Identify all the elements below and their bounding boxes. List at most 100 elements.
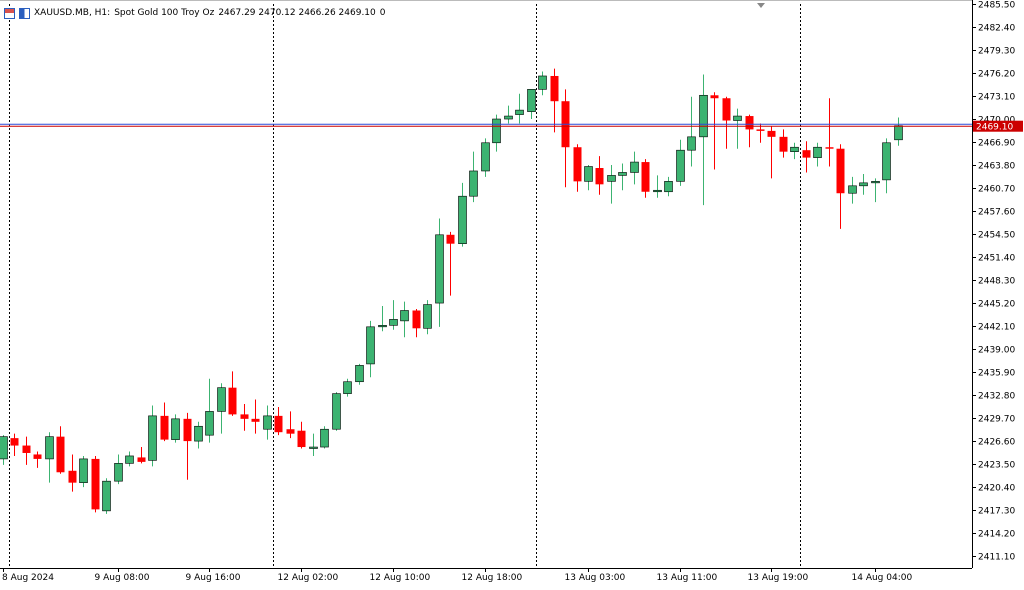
candle (515, 93, 524, 124)
candle-body (836, 148, 845, 194)
candle (45, 432, 54, 483)
candle-body (343, 381, 352, 394)
candle (148, 405, 157, 467)
candle (137, 447, 146, 464)
candle (699, 74, 708, 206)
candle (160, 402, 169, 442)
candle-body (859, 182, 868, 187)
price-label-box (973, 120, 1023, 132)
y-tick-label: 2476.20 (978, 70, 1015, 80)
x-axis-ticks: 8 Aug 2024 9 Aug 08:00 9 Aug 16:00 12 Aug 0… (2, 568, 912, 583)
y-tick-label: 2439.00 (978, 346, 1015, 356)
candle (538, 71, 547, 96)
candle-body (515, 109, 524, 115)
candle (561, 89, 570, 188)
candle (676, 139, 685, 186)
candle (251, 399, 260, 434)
y-tick-label: 2426.60 (978, 438, 1015, 448)
x-tick-label: 12 Aug 18:00 (462, 573, 523, 583)
candle-body (389, 319, 398, 326)
y-tick-label: 2420.40 (978, 484, 1015, 494)
x-tick-label: 13 Aug 03:00 (565, 573, 626, 583)
candle-body (378, 325, 387, 328)
candle (125, 451, 134, 467)
candle-body (504, 115, 513, 120)
y-tick-label: 2451.40 (978, 254, 1015, 264)
candle-body (607, 175, 616, 182)
candle (492, 114, 501, 152)
candle (687, 96, 696, 167)
y-tick-label: 2411.10 (978, 553, 1015, 563)
y-tick-label: 2457.60 (978, 208, 1015, 218)
candle (309, 433, 318, 456)
y-tick-label: 2445.20 (978, 300, 1015, 310)
candle (481, 138, 490, 177)
candle-body (171, 418, 180, 440)
scroll-shift-icon (757, 3, 765, 8)
candle-body (699, 94, 708, 138)
candle-body (91, 458, 100, 510)
candle-body (274, 415, 283, 433)
period-separators (9, 4, 801, 568)
candle-body (217, 387, 226, 412)
y-tick-label: 2482.40 (978, 24, 1015, 34)
candle-body (550, 75, 559, 102)
candle (584, 165, 593, 191)
y-tick-label: 2417.30 (978, 507, 1015, 517)
candle (263, 405, 272, 440)
candle (825, 98, 834, 167)
y-tick-label: 2460.70 (978, 185, 1015, 195)
candle-body (400, 310, 409, 322)
candle (767, 126, 776, 179)
candle-body (22, 445, 31, 453)
candle (710, 92, 719, 170)
candle (412, 309, 421, 338)
y-tick-label: 2429.70 (978, 415, 1015, 425)
y-tick-label: 2463.80 (978, 162, 1015, 172)
candle-body (297, 430, 306, 448)
y-tick-label: 2454.50 (978, 231, 1015, 241)
candle-body (355, 365, 364, 383)
symbol-description: Spot Gold 100 Troy Oz (114, 8, 215, 18)
candle (343, 378, 352, 397)
chart-mode-icon[interactable] (19, 7, 30, 19)
candle (871, 178, 880, 203)
chart-window-icon[interactable] (4, 7, 15, 19)
candle (859, 173, 868, 195)
candle (664, 176, 673, 197)
candle-body (10, 438, 19, 446)
y-tick-label: 2435.90 (978, 369, 1015, 379)
candle-body (56, 436, 65, 473)
candle (653, 175, 662, 198)
candle (366, 320, 375, 378)
candle-body (687, 136, 696, 151)
candle (205, 378, 214, 443)
y-tick-label: 2479.30 (978, 47, 1015, 57)
x-tick-label: 12 Aug 02:00 (278, 573, 339, 583)
candle-body (756, 129, 765, 131)
candle-body (228, 387, 237, 415)
y-tick-label: 2414.20 (978, 530, 1015, 540)
candle (297, 421, 306, 449)
candle (194, 421, 203, 449)
candle-body (630, 161, 639, 173)
candle-body (160, 415, 169, 440)
y-tick-label: 2470.00 (978, 116, 1015, 126)
candle-body (79, 458, 88, 483)
candle (595, 156, 604, 195)
candle-body (435, 234, 444, 304)
candle-body (251, 418, 260, 422)
candle-body (871, 181, 880, 184)
ohlc-values: 2467.29 2470.12 2466.26 2469.10 (218, 8, 376, 18)
candle-body (595, 168, 604, 185)
candle-body (573, 147, 582, 182)
candle (378, 306, 387, 332)
candle (790, 142, 799, 160)
candle-body (114, 463, 123, 482)
candle (183, 412, 192, 480)
candle (458, 182, 467, 247)
x-tick-label: 8 Aug 2024 (2, 573, 54, 583)
candle (355, 363, 364, 385)
